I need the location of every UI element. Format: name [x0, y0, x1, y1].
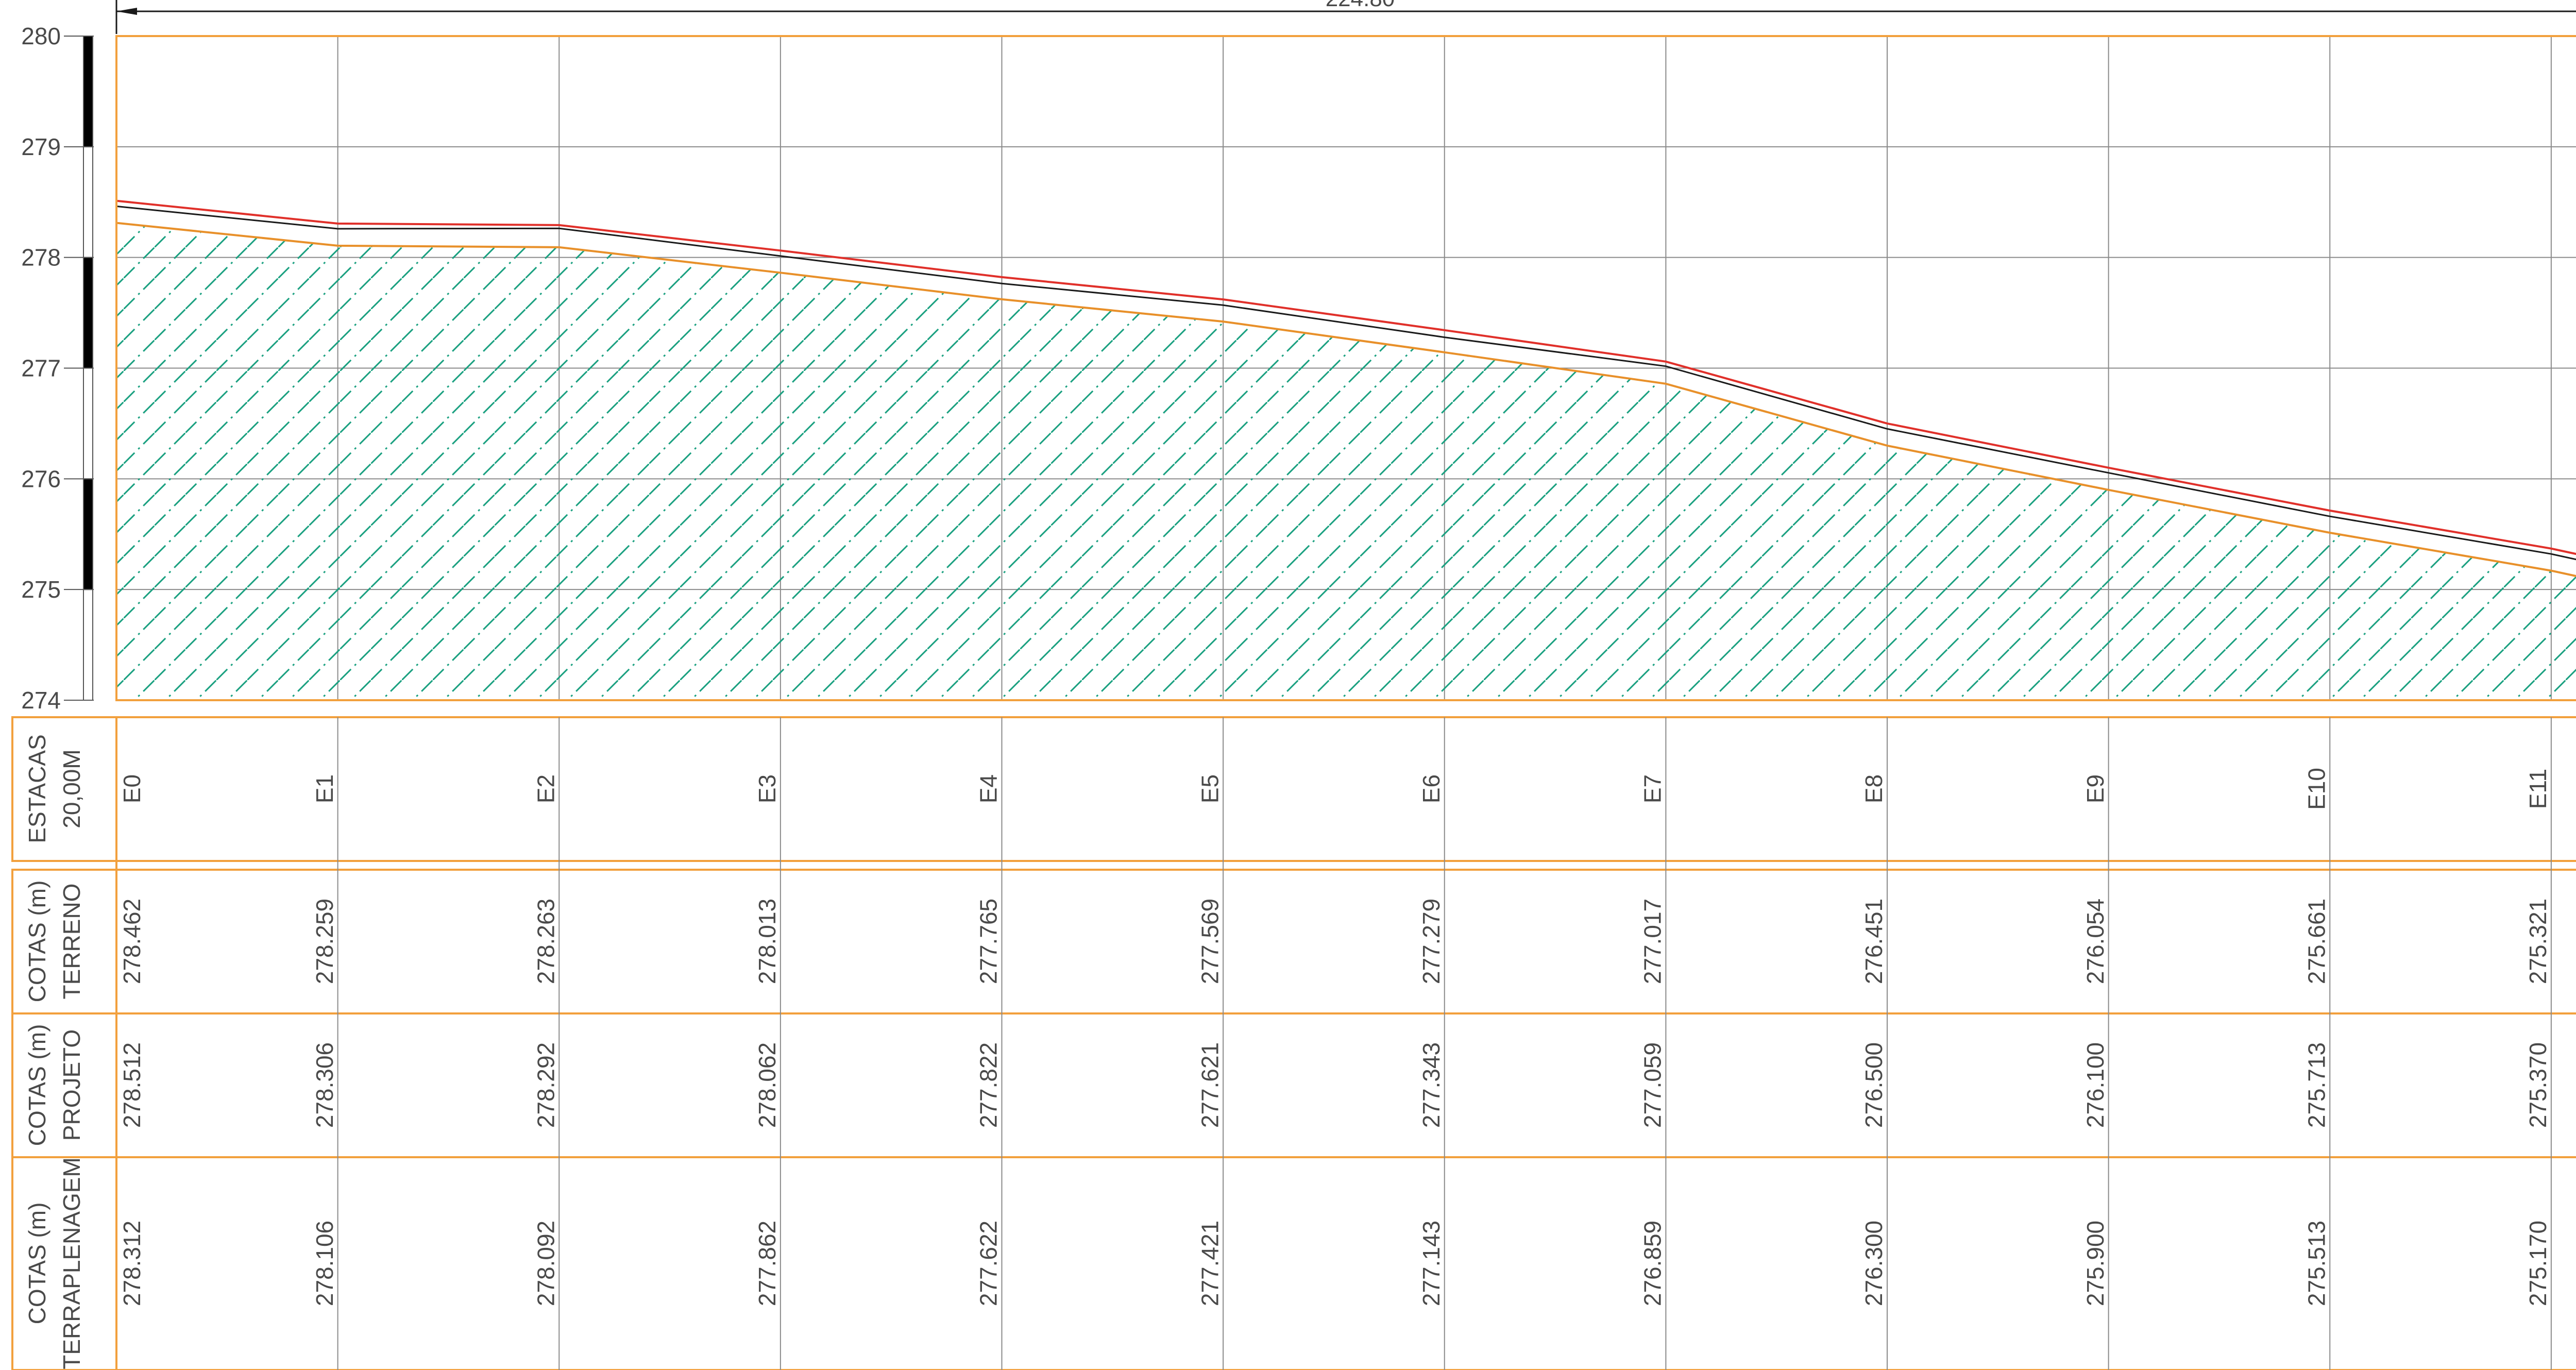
overall-dimension: 224.80 — [115, 0, 2576, 34]
terreno-value: 275.661 — [2303, 899, 2330, 984]
terraplenagem-value: 278.106 — [311, 1221, 338, 1306]
projeto-value: 278.512 — [118, 1042, 145, 1128]
scale-band — [83, 589, 93, 701]
terraplenagem-value: 276.859 — [1639, 1221, 1666, 1306]
projeto-value: 276.100 — [2082, 1042, 2109, 1128]
terreno-value: 278.259 — [311, 899, 338, 984]
scale-band — [83, 478, 93, 590]
elevation-tick-label-left: 276 — [21, 465, 61, 492]
terreno-value: 275.216 — [2571, 899, 2576, 984]
stations-box — [11, 716, 2576, 862]
elevation-scale-left: 280 279 278 277 276 275 274 — [21, 23, 94, 714]
terreno-header-line1: COTAS (m) — [24, 881, 50, 1003]
stations-header-line1: ESTACAS — [24, 734, 50, 843]
terreno-value: 277.279 — [1418, 899, 1445, 984]
profile-area — [115, 35, 2576, 701]
station-label: E8 — [1860, 774, 1887, 803]
terraplenagem-value: 278.312 — [118, 1221, 145, 1306]
projeto-value: 278.306 — [311, 1042, 338, 1128]
station-columns: E0 278.462 278.512 278.312 E1 278.259 278.306 2… — [118, 717, 2576, 1370]
projeto-header-line2: PROJETO — [58, 1029, 85, 1141]
elevation-tick-label-left: 274 — [21, 687, 61, 714]
station-table: ESTACAS 20,00M COTAS (m) TERRENO COTAS (… — [11, 716, 2576, 1370]
scale-band — [83, 367, 93, 480]
terreno-value: 278.462 — [118, 899, 145, 984]
scale-band — [83, 257, 93, 369]
station-label: E0 — [118, 774, 145, 803]
terraplenagem-value: 277.622 — [975, 1221, 1002, 1306]
projeto-value: 275.266 — [2571, 1042, 2576, 1128]
terreno-value: 275.321 — [2524, 899, 2551, 984]
terraplenagem-value: 278.092 — [532, 1221, 559, 1306]
terreno-value: 276.054 — [2082, 899, 2109, 984]
projeto-value: 277.822 — [975, 1042, 1002, 1128]
projeto-value: 278.062 — [754, 1042, 781, 1128]
terreno-value: 277.017 — [1639, 899, 1666, 984]
elevation-tick-label-left: 278 — [21, 244, 61, 271]
elevation-tick-label-left: 275 — [21, 576, 61, 603]
terreno-value: 277.765 — [975, 899, 1002, 984]
station-label: E3 — [754, 774, 781, 803]
terreno-box — [11, 869, 2576, 1014]
profile-frame — [115, 35, 2576, 701]
terraplenagem-value: 275.170 — [2524, 1221, 2551, 1306]
station-label: E1 — [311, 774, 338, 803]
projeto-value: 277.621 — [1196, 1042, 1223, 1128]
terreno-value: 278.013 — [754, 899, 781, 984]
projeto-header-line1: COTAS (m) — [24, 1024, 50, 1146]
station-label: E4 — [975, 774, 1002, 803]
project-line — [116, 199, 2576, 555]
terreno-value: 277.569 — [1196, 899, 1223, 984]
stations-header-line2: 20,00M — [58, 749, 85, 828]
terraplenagem-value: 277.421 — [1196, 1221, 1223, 1306]
station-label: E5 — [1196, 774, 1223, 803]
earthwork-hatch-fill — [116, 223, 2576, 700]
ground-line — [116, 205, 2576, 561]
terraplenagem-value: 276.300 — [1860, 1221, 1887, 1306]
terreno-value: 278.263 — [532, 899, 559, 984]
terraplenagem-header-line1: COTAS (m) — [24, 1203, 50, 1325]
projeto-value: 277.059 — [1639, 1042, 1666, 1128]
projeto-value: 277.343 — [1418, 1042, 1445, 1128]
scale-band — [83, 36, 93, 147]
terraplenagem-value: 275.900 — [2082, 1221, 2109, 1306]
dimension-label: 224.80 — [1326, 0, 1395, 11]
station-label: E6 — [1418, 774, 1445, 803]
earthwork-line — [116, 222, 2576, 578]
station-label: E9 — [2082, 774, 2109, 803]
projeto-box — [11, 1012, 2576, 1158]
elevation-tick-label-left: 280 — [21, 23, 61, 49]
terraplenagem-box — [11, 1156, 2576, 1370]
terreno-header-line2: TERRENO — [58, 884, 85, 1000]
station-label: E2 — [532, 774, 559, 803]
station-label: E10 — [2303, 768, 2330, 810]
station-label: E11+4,80 — [2571, 739, 2576, 839]
station-label: E7 — [1639, 774, 1666, 803]
terraplenagem-header-line2: TERRAPLENAGEM — [58, 1157, 85, 1369]
terraplenagem-value: 277.143 — [1418, 1221, 1445, 1306]
elevation-tick-label-left: 279 — [21, 133, 61, 160]
projeto-value: 276.500 — [1860, 1042, 1887, 1128]
terraplenagem-value: 277.862 — [754, 1221, 781, 1306]
terraplenagem-value: 275.513 — [2303, 1221, 2330, 1306]
elevation-tick-label-left: 277 — [21, 355, 61, 382]
projeto-value: 275.370 — [2524, 1042, 2551, 1128]
station-label: E11 — [2524, 769, 2551, 809]
projeto-value: 275.713 — [2303, 1042, 2330, 1128]
terreno-value: 276.451 — [1860, 899, 1887, 984]
scale-band — [83, 146, 93, 258]
projeto-value: 278.292 — [532, 1042, 559, 1128]
terraplenagem-value: 275.066 — [2571, 1221, 2576, 1306]
